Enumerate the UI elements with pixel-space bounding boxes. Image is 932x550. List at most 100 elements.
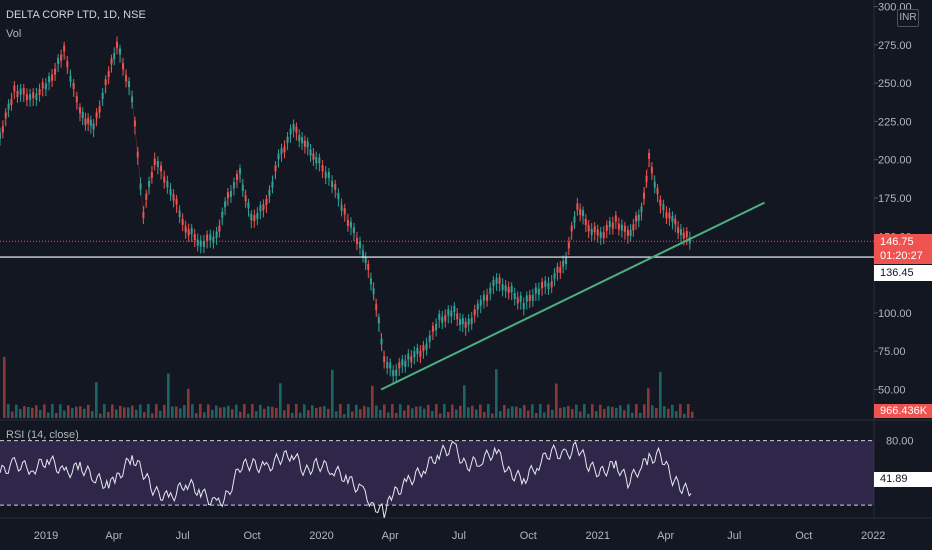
price-candle	[398, 362, 401, 369]
volume-bar	[367, 407, 370, 418]
price-candle	[659, 199, 662, 206]
price-candle	[584, 219, 587, 226]
volume-bar	[331, 369, 334, 418]
volume-bar	[159, 410, 162, 418]
price-candle	[596, 229, 599, 236]
volume-bar	[251, 404, 254, 418]
price-candle	[128, 81, 131, 88]
price-candle	[576, 203, 579, 210]
volume-bar	[427, 404, 430, 418]
price-candle	[541, 282, 544, 289]
price-candle	[359, 241, 361, 248]
price-candle	[202, 240, 205, 247]
volume-bar	[7, 404, 10, 418]
price-candle	[324, 172, 327, 179]
volume-bar	[339, 404, 342, 418]
volume-bar	[407, 405, 410, 418]
x-tick-label: Oct	[795, 530, 812, 542]
volume-bar	[519, 408, 522, 418]
price-candle	[115, 41, 118, 48]
volume-bar	[79, 406, 82, 418]
volume-bar	[591, 404, 594, 418]
volume-bar	[419, 406, 422, 418]
price-candle	[178, 210, 181, 217]
price-candle	[614, 215, 617, 222]
price-candle	[232, 182, 235, 189]
price-candle	[25, 94, 28, 101]
rsi-legend[interactable]: RSI (14, close)	[6, 429, 79, 441]
volume-bar	[375, 405, 378, 418]
price-candle	[608, 221, 611, 228]
price-candle	[215, 231, 218, 238]
volume-bar	[203, 412, 206, 418]
price-candle	[516, 297, 519, 304]
price-candle	[38, 88, 41, 95]
y-tick-label: 275.00	[878, 40, 912, 52]
price-candle	[629, 229, 632, 236]
price-candle	[401, 359, 404, 366]
price-candle	[640, 206, 643, 213]
price-candle	[599, 231, 602, 238]
price-candle	[16, 91, 19, 98]
y-tick-label: 75.00	[878, 346, 906, 358]
price-candle	[620, 224, 623, 231]
volume-bar	[455, 409, 458, 418]
volume-bar	[495, 369, 498, 418]
price-candle	[389, 362, 392, 369]
price-candle	[404, 360, 407, 367]
volume-legend[interactable]: Vol	[6, 28, 22, 40]
volume-bar	[627, 404, 630, 418]
price-candle	[383, 356, 386, 363]
x-tick-label: Apr	[105, 530, 122, 542]
volume-bar	[371, 385, 374, 418]
price-candle	[550, 281, 553, 288]
price-candle	[84, 118, 87, 125]
volume-bar	[39, 410, 42, 418]
volume-bar	[219, 407, 222, 418]
volume-bar	[111, 404, 114, 418]
volume-bar	[467, 407, 470, 418]
volume-bar	[323, 406, 326, 418]
price-candle	[498, 277, 501, 284]
price-candle	[355, 238, 358, 245]
price-candle	[486, 294, 489, 301]
price-candle	[218, 225, 221, 232]
volume-bar	[35, 405, 38, 418]
volume-bar	[59, 404, 62, 418]
price-candle	[209, 234, 212, 241]
price-candle	[259, 205, 262, 212]
price-candle	[565, 257, 568, 264]
y-tick-label: 50.00	[878, 385, 906, 397]
price-candle	[528, 294, 531, 301]
price-candle	[531, 294, 534, 301]
price-candle	[148, 181, 151, 188]
volume-bar	[531, 404, 534, 418]
volume-bar	[147, 404, 150, 418]
price-series-line	[0, 43, 693, 375]
price-candle	[107, 71, 110, 78]
volume-bar	[523, 405, 526, 418]
volume-bar	[551, 409, 554, 418]
rsi-band	[0, 440, 874, 506]
price-candle	[453, 305, 456, 312]
currency-button[interactable]: INR	[897, 9, 919, 27]
price-candle	[349, 221, 352, 228]
price-candle	[286, 136, 289, 143]
price-candle	[89, 119, 92, 126]
volume-bar	[83, 408, 86, 418]
price-candle	[688, 237, 691, 244]
volume-bar	[63, 410, 66, 418]
volume-bar	[127, 407, 130, 418]
price-candle	[611, 222, 614, 229]
price-candle	[98, 106, 101, 113]
trendline	[380, 201, 765, 391]
price-candle	[303, 140, 306, 147]
price-candle	[63, 45, 66, 52]
current-price-tag: 146.75 01:20:27	[874, 234, 932, 264]
price-candle	[244, 195, 247, 202]
symbol-title[interactable]: DELTA CORP LTD, 1D, NSE	[6, 9, 146, 21]
volume-bar	[679, 404, 682, 418]
price-candle	[253, 215, 256, 222]
volume-bar	[363, 405, 366, 418]
